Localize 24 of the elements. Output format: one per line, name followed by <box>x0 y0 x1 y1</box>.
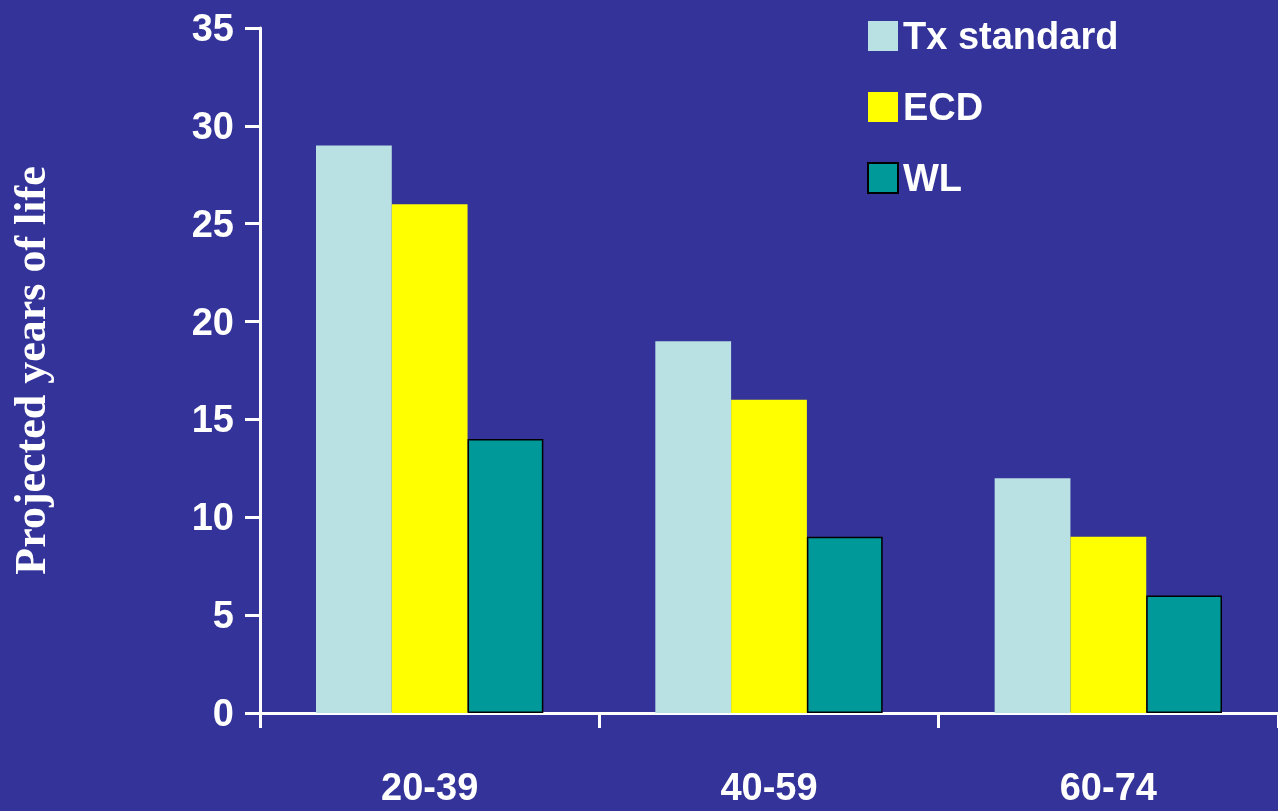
y-tick-label: 15 <box>191 398 234 441</box>
bar <box>467 439 544 713</box>
bar <box>391 204 468 713</box>
y-tick-label: 20 <box>191 300 234 343</box>
y-tick-label: 35 <box>191 7 234 49</box>
y-tick-label: 30 <box>191 104 234 147</box>
bar <box>806 536 883 713</box>
y-axis-title: Projected years of life <box>5 166 55 575</box>
legend-label: WL <box>903 157 963 199</box>
bar <box>731 399 807 713</box>
legend-label: Tx standard <box>903 15 1119 57</box>
x-tick-label: 60-74 <box>1059 766 1157 808</box>
bar <box>1070 536 1147 713</box>
bar <box>1146 595 1223 713</box>
bar <box>994 478 1071 713</box>
x-tick-label: 40-59 <box>720 766 818 808</box>
legend-label: ECD <box>903 86 984 128</box>
bar <box>655 341 732 713</box>
y-tick-label: 5 <box>212 594 234 637</box>
y-tick-label: 0 <box>212 692 234 734</box>
x-tick-label: 20-39 <box>381 766 479 808</box>
bar <box>315 145 392 713</box>
y-tick-label: 10 <box>191 496 234 539</box>
y-tick-label: 25 <box>191 202 234 245</box>
